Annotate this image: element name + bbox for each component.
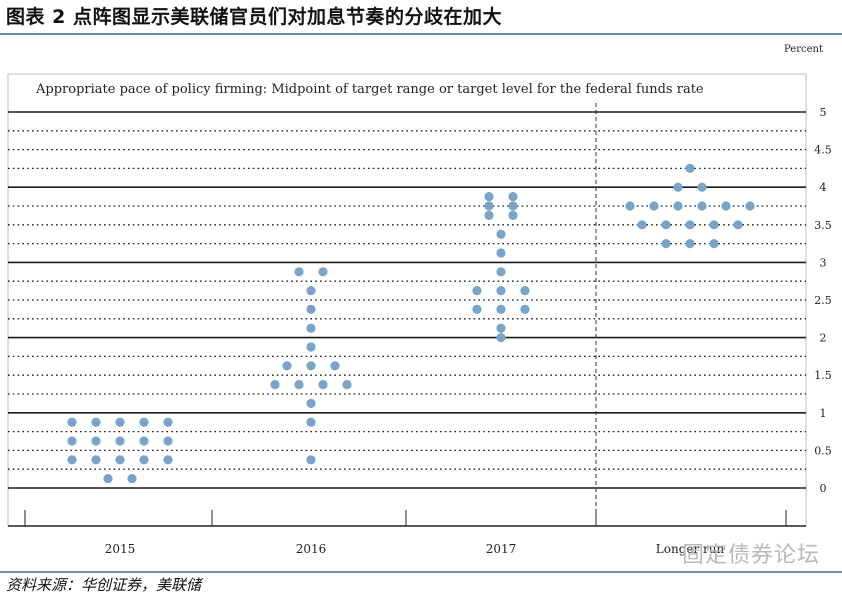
- unit-label: Percent: [784, 44, 823, 55]
- y-axis-ticks: 0 0.5 1 1.5 2 2.5 3 3.5 4 4.5 5: [814, 106, 832, 495]
- participant-dot: [306, 455, 316, 465]
- source-note: 资料来源：华创证券，美联储: [6, 576, 202, 594]
- participant-dot: [270, 380, 280, 390]
- y-tick-label: 1: [820, 407, 827, 420]
- participant-dot: [709, 220, 719, 230]
- participant-dot: [306, 417, 316, 427]
- participant-dot: [67, 455, 77, 465]
- participant-dot: [91, 417, 101, 427]
- y-tick-label: 5: [820, 106, 827, 119]
- title-divider: [0, 33, 842, 35]
- participant-dot: [115, 436, 125, 446]
- participant-dot: [115, 417, 125, 427]
- participant-dot: [496, 286, 506, 296]
- participant-dot: [661, 220, 671, 230]
- dot-plot-chart: Percent Appropriate pace of policy firmi…: [7, 44, 832, 556]
- participant-dot: [496, 333, 506, 343]
- participant-dot: [282, 361, 292, 371]
- participant-dot: [685, 220, 695, 230]
- y-tick-label: 3.5: [814, 219, 832, 232]
- participant-dot: [520, 286, 530, 296]
- participant-dot: [496, 323, 506, 333]
- participant-dot: [508, 192, 518, 202]
- participant-dot: [673, 182, 683, 192]
- y-tick-label: 2.5: [814, 294, 832, 307]
- watermark: 固定债券论坛: [681, 543, 820, 568]
- participant-dot: [484, 192, 494, 202]
- participant-dot: [484, 201, 494, 211]
- participant-dot: [91, 436, 101, 446]
- gridlines: [8, 111, 806, 489]
- page-title: 图表 2 点阵图显示美联储官员们对加息节奏的分歧在加大: [6, 6, 502, 28]
- participant-dot: [127, 474, 137, 484]
- participant-dot: [91, 455, 101, 465]
- participant-dot: [484, 210, 494, 220]
- participant-dot: [306, 361, 316, 371]
- y-tick-label: 4.5: [814, 144, 832, 157]
- participant-dot: [496, 229, 506, 239]
- participant-dot: [472, 286, 482, 296]
- y-tick-label: 3: [820, 256, 827, 269]
- participant-dot: [318, 380, 328, 390]
- y-tick-label: 2: [820, 332, 827, 345]
- participant-dot: [508, 201, 518, 211]
- chart-title: Appropriate pace of policy firming: Midp…: [35, 82, 704, 97]
- participant-dot: [306, 342, 316, 352]
- participant-dot: [496, 248, 506, 258]
- participant-dot: [67, 436, 77, 446]
- x-category-label: Longer run: [656, 542, 725, 556]
- participant-dot: [163, 417, 173, 427]
- participant-dot: [139, 436, 149, 446]
- participant-dot: [625, 201, 635, 211]
- participant-dot: [318, 267, 328, 277]
- participant-dot: [733, 220, 743, 230]
- participant-dot: [67, 417, 77, 427]
- participant-dot: [697, 201, 707, 211]
- participant-dot: [306, 304, 316, 314]
- participant-dot: [306, 398, 316, 408]
- participant-dot: [685, 239, 695, 249]
- participant-dot: [649, 201, 659, 211]
- participant-dot: [745, 201, 755, 211]
- participant-dot: [508, 210, 518, 220]
- x-category-label: 2016: [296, 542, 327, 556]
- participant-dot: [721, 201, 731, 211]
- participant-dot: [673, 201, 683, 211]
- participant-dot: [139, 417, 149, 427]
- y-tick-label: 4: [820, 181, 827, 194]
- x-axis: 2015 2016 2017 Longer run: [8, 510, 806, 556]
- y-tick-label: 0.5: [814, 444, 832, 457]
- participant-dot: [496, 304, 506, 314]
- participant-dot: [709, 239, 719, 249]
- participant-dot: [163, 455, 173, 465]
- participant-dot: [139, 455, 149, 465]
- participant-dot: [661, 239, 671, 249]
- dot-series: [67, 163, 755, 484]
- participant-dot: [306, 323, 316, 333]
- y-tick-label: 0: [820, 482, 827, 495]
- participant-dot: [103, 474, 113, 484]
- participant-dot: [637, 220, 647, 230]
- participant-dot: [294, 267, 304, 277]
- y-tick-label: 1.5: [814, 369, 832, 382]
- participant-dot: [115, 455, 125, 465]
- participant-dot: [330, 361, 340, 371]
- participant-dot: [496, 267, 506, 277]
- footer-divider: [0, 571, 842, 573]
- participant-dot: [163, 436, 173, 446]
- participant-dot: [685, 163, 695, 173]
- participant-dot: [294, 380, 304, 390]
- participant-dot: [306, 286, 316, 296]
- participant-dot: [472, 304, 482, 314]
- participant-dot: [520, 304, 530, 314]
- participant-dot: [342, 380, 352, 390]
- participant-dot: [697, 182, 707, 192]
- x-category-label: 2017: [486, 542, 517, 556]
- x-category-label: 2015: [105, 542, 136, 556]
